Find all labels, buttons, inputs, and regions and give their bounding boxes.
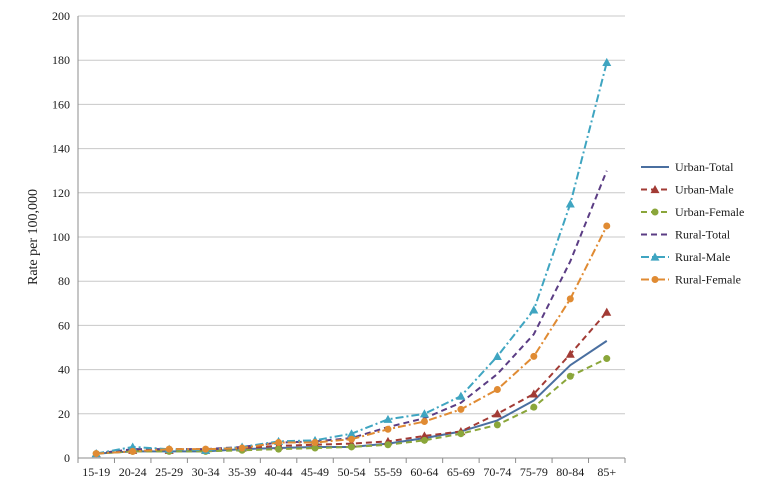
- data-point-rural-female: [603, 222, 611, 230]
- x-tick-label: 40-44: [265, 465, 293, 479]
- legend-item-urban-female: Urban-Female: [641, 205, 744, 219]
- data-point-rural-male: [529, 305, 539, 314]
- data-point-rural-female: [384, 425, 392, 433]
- axes: 0 20 40 60 80 100 120 140 160 180 200 15-19 20-24 25-…: [52, 9, 626, 479]
- y-tick-label: 100: [52, 230, 70, 244]
- legend-marker: [651, 276, 659, 283]
- x-tick-label: 35-39: [228, 465, 256, 479]
- legend-label: Rural-Total: [675, 228, 731, 242]
- data-point-rural-male: [383, 414, 393, 423]
- y-tick-label: 160: [52, 97, 70, 111]
- legend-label: Rural-Male: [675, 250, 730, 264]
- data-point-rural-male: [602, 57, 612, 67]
- data-point-rural-female: [348, 435, 355, 443]
- legend-label: Urban-Total: [675, 160, 734, 174]
- legend-item-rural-male: Rural-Male: [641, 250, 730, 264]
- x-tick-label: 65-69: [447, 465, 475, 479]
- gridlines: [78, 15, 625, 459]
- y-tick-label: 20: [58, 407, 70, 421]
- data-point-rural-female: [129, 447, 137, 455]
- data-point-rural-female: [530, 352, 538, 360]
- data-point-rural-female: [457, 405, 465, 413]
- legend-item-urban-male: Urban-Male: [641, 183, 734, 197]
- series-line-rural-female: [96, 225, 608, 455]
- x-tick-label: 30-34: [192, 465, 220, 479]
- data-point-urban-female: [530, 403, 538, 411]
- legend-label: Rural-Female: [675, 273, 741, 287]
- y-tick-label: 80: [58, 274, 70, 288]
- series-rural-female: [92, 222, 611, 458]
- x-tick-label: 70-74: [483, 465, 511, 479]
- y-tick-label: 40: [58, 363, 70, 377]
- series-lines: [91, 57, 612, 458]
- data-point-rural-male: [492, 351, 502, 360]
- legend-label: Urban-Male: [675, 183, 734, 197]
- x-tick-label: 15-19: [82, 465, 110, 479]
- data-point-rural-male: [565, 199, 575, 208]
- data-point-rural-female: [493, 385, 501, 393]
- y-axis-title: Rate per 100,000: [26, 189, 41, 285]
- x-tick-label: 60-64: [410, 465, 438, 479]
- data-point-urban-male: [529, 389, 539, 398]
- data-point-rural-female: [92, 450, 100, 458]
- x-tick-label: 80-84: [556, 465, 584, 479]
- data-point-urban-male: [602, 307, 612, 316]
- legend-label: Urban-Female: [675, 205, 744, 219]
- data-point-urban-female: [493, 421, 501, 429]
- data-point-rural-male: [128, 442, 138, 451]
- data-point-urban-female: [420, 436, 428, 444]
- y-tick-label: 140: [52, 142, 70, 156]
- data-point-rural-male: [456, 391, 466, 400]
- y-tick-label: 0: [64, 451, 70, 465]
- data-point-urban-female: [311, 444, 319, 452]
- data-point-rural-female: [165, 445, 173, 453]
- y-tick-label: 120: [52, 186, 70, 200]
- data-point-rural-female: [202, 445, 210, 453]
- data-point-rural-female: [566, 295, 574, 303]
- y-tick-label: 200: [52, 9, 70, 23]
- legend-item-rural-female: Rural-Female: [641, 273, 741, 287]
- data-point-rural-female: [275, 439, 283, 447]
- data-point-urban-male: [419, 431, 429, 440]
- x-tick-label: 85+: [597, 465, 616, 479]
- data-point-rural-male: [419, 409, 429, 418]
- data-point-urban-male: [492, 409, 502, 418]
- data-point-urban-female: [566, 372, 574, 380]
- data-point-rural-female: [238, 444, 246, 452]
- legend-item-rural-total: Rural-Total: [641, 228, 731, 242]
- x-tick-label: 55-59: [374, 465, 402, 479]
- legend: Urban-Total Urban-Male Urban-Female Rural-T…: [641, 160, 744, 287]
- legend-marker: [651, 208, 659, 216]
- legend-marker: [650, 252, 660, 261]
- x-tick-label: 50-54: [338, 465, 366, 479]
- data-point-rural-female: [311, 439, 319, 447]
- x-tick-label: 20-24: [119, 465, 147, 479]
- data-point-urban-female: [348, 443, 355, 451]
- legend-item-urban-total: Urban-Total: [641, 160, 734, 174]
- data-point-urban-female: [457, 430, 465, 438]
- data-point-rural-male: [347, 429, 356, 438]
- y-tick-label: 180: [52, 53, 70, 67]
- data-point-urban-female: [603, 355, 611, 363]
- data-point-urban-male: [565, 349, 575, 358]
- data-point-urban-female: [275, 445, 283, 453]
- data-point-urban-female: [384, 441, 392, 449]
- x-tick-label: 45-49: [301, 465, 329, 479]
- legend-marker: [650, 185, 660, 194]
- y-tick-label: 60: [58, 318, 70, 332]
- x-tick-label: 75-79: [520, 465, 548, 479]
- data-point-rural-female: [420, 418, 428, 426]
- x-tick-label: 25-29: [155, 465, 183, 479]
